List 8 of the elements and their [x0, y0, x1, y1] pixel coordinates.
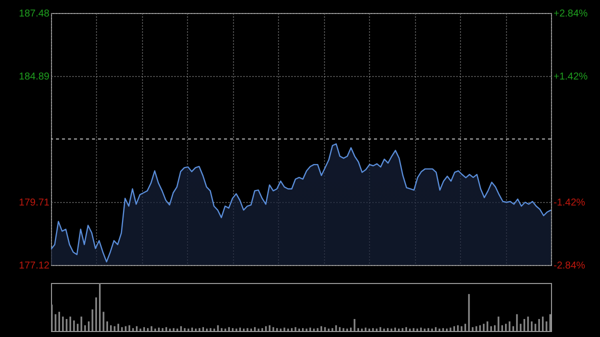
- y2-tick-label: -1.42%: [554, 198, 586, 208]
- y2-tick-label: +1.42%: [554, 72, 588, 82]
- y-tick-label: 177.12: [18, 260, 50, 272]
- y-tick-label: 184.89: [18, 72, 50, 82]
- y-tick-label: 179.71: [18, 198, 50, 208]
- y2-tick-label: -2.84%: [554, 260, 586, 272]
- y2-tick-label: +2.84%: [554, 8, 588, 20]
- y-tick-label: 187.48: [18, 8, 50, 20]
